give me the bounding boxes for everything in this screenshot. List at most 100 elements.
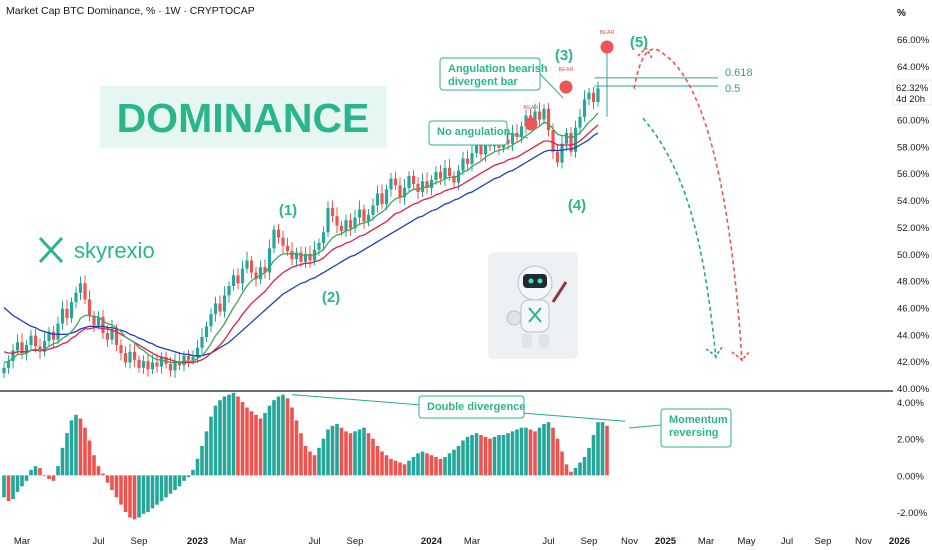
candle-body <box>299 252 303 262</box>
momentum-bar <box>105 475 110 483</box>
candle-body <box>245 260 249 269</box>
candle-body <box>164 357 168 364</box>
candle-body <box>371 205 375 215</box>
ema-fast-line <box>3 112 599 364</box>
momentum-bar <box>227 394 231 476</box>
momentum-bar <box>438 458 443 476</box>
y-tick-label: 44.00% <box>897 330 930 341</box>
candle-body <box>591 92 596 103</box>
momentum-bar <box>258 418 263 476</box>
candle-body <box>24 345 29 354</box>
momentum-bar <box>596 422 600 476</box>
momentum-bar <box>182 475 186 481</box>
momentum-bar <box>443 457 447 476</box>
momentum-bar <box>200 446 204 476</box>
candle-body <box>308 253 312 261</box>
momentum-bar <box>308 451 312 476</box>
dominance-title: DOMINANCE <box>117 95 370 141</box>
candle-body <box>470 153 474 164</box>
momentum-bar <box>528 429 533 476</box>
candle-body <box>254 272 258 280</box>
candle-body <box>159 357 164 367</box>
momentum-bar <box>11 475 15 500</box>
candle-body <box>348 220 353 229</box>
momentum-bar <box>488 438 492 476</box>
candle-body <box>303 253 308 262</box>
candle-body <box>209 314 213 327</box>
momentum-bar <box>411 457 416 476</box>
fib-05-label: 0.5 <box>725 83 740 95</box>
momentum-bar <box>362 427 366 476</box>
candle-body <box>101 316 105 333</box>
momentum-bar <box>299 433 303 476</box>
y-tick-label: 42.00% <box>897 357 930 368</box>
momentum-bar <box>15 475 20 492</box>
projection-red-arrowhead <box>731 350 751 362</box>
bear-marker <box>524 117 538 131</box>
momentum-bar <box>578 462 582 476</box>
x-tick-label: Sep <box>815 536 832 547</box>
candle-body <box>483 142 488 155</box>
momentum-bar <box>164 475 168 498</box>
osc-tick-label: 2.00% <box>897 435 924 446</box>
candle-body <box>321 232 326 244</box>
momentum-bar <box>564 464 569 476</box>
candle-body <box>434 171 438 180</box>
candle-body <box>551 130 555 152</box>
bear-marker <box>600 40 614 54</box>
candle-body <box>555 151 560 163</box>
momentum-bar <box>335 424 339 476</box>
y-tick-label: 64.00% <box>897 62 930 73</box>
mascot-visor <box>523 274 547 288</box>
momentum-bar <box>69 420 74 476</box>
candle-body <box>389 178 393 190</box>
x-tick-label: Nov <box>855 536 872 547</box>
mascot-badge <box>528 307 542 323</box>
momentum-bar <box>591 435 596 476</box>
candle-body <box>38 346 42 352</box>
momentum-bar <box>492 436 497 476</box>
momentum-bar <box>276 396 281 476</box>
candle-body <box>510 132 515 144</box>
momentum-bar <box>524 427 528 476</box>
x-tick-label: Mar <box>464 536 480 547</box>
axes: 66.00%64.00%62.00%60.00%58.00%56.00%54.0… <box>0 35 932 547</box>
double-divergence-text: Double divergence <box>427 401 525 413</box>
momentum-bar <box>456 446 461 476</box>
candle-body <box>65 308 69 319</box>
momentum-bar <box>452 449 456 476</box>
momentum-bar <box>191 469 195 476</box>
y-tick-label: 54.00% <box>897 196 930 207</box>
angulation-text: Angulation bearish <box>448 63 548 75</box>
projection-green-arrowhead <box>705 346 723 358</box>
momentum-bar <box>195 458 200 476</box>
momentum-reversing-text: reversing <box>669 427 719 439</box>
momentum-bar <box>416 453 420 476</box>
momentum-bar <box>330 425 335 476</box>
candle-body <box>11 350 15 362</box>
momentum-bar <box>168 475 173 494</box>
candle-body <box>146 361 150 370</box>
candle-body <box>173 361 177 371</box>
candle-body <box>231 275 236 286</box>
momentum-bar <box>204 431 209 476</box>
momentum-bar <box>20 475 24 487</box>
candle-body <box>56 323 60 340</box>
momentum-bar <box>461 440 465 476</box>
momentum-bar <box>74 414 78 476</box>
x-tick-label: 2024 <box>421 536 443 547</box>
momentum-bar <box>393 460 398 476</box>
candle-body <box>357 209 362 218</box>
momentum-bar <box>150 475 155 509</box>
candle-body <box>285 245 290 252</box>
candle-body <box>2 367 6 374</box>
price-badge <box>892 79 932 106</box>
bear-label: BEAR <box>524 105 539 111</box>
candle-body <box>114 328 119 346</box>
sx-logo-icon <box>38 236 64 264</box>
momentum-bar <box>60 447 65 476</box>
no-angulation-text: No angulation <box>437 126 511 138</box>
candle-body <box>407 175 411 188</box>
price-badge-countdown: 4d 20h <box>896 94 925 105</box>
momentum-bar <box>303 446 308 476</box>
